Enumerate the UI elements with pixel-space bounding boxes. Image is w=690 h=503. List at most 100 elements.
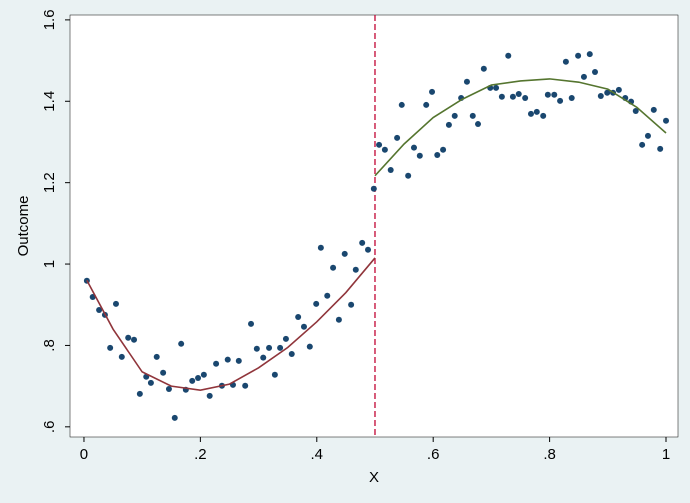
x-tick-label: .6 (427, 446, 440, 463)
data-point (295, 313, 302, 320)
data-point (615, 86, 622, 93)
data-point (112, 300, 119, 307)
data-point (480, 65, 487, 72)
data-point (248, 320, 255, 327)
data-point (663, 117, 670, 124)
y-tick-label: .8 (41, 339, 58, 352)
x-tick-label: .4 (311, 446, 324, 463)
data-point (324, 292, 331, 299)
data-point (580, 73, 587, 80)
data-point (639, 141, 646, 148)
data-point (434, 151, 441, 158)
data-point (96, 307, 103, 314)
data-point (475, 121, 482, 128)
x-tick-label: 1 (662, 446, 670, 463)
data-point (416, 152, 423, 159)
data-point (341, 250, 348, 257)
data-point (562, 58, 569, 65)
y-tick-label: 1.6 (41, 9, 58, 30)
data-point (394, 134, 401, 141)
data-point (282, 335, 289, 342)
data-point (260, 354, 267, 361)
data-point (253, 345, 260, 352)
data-point (352, 266, 359, 273)
data-point (224, 356, 231, 363)
data-point (568, 95, 575, 102)
data-point (509, 93, 516, 100)
data-point (171, 414, 178, 421)
data-point (125, 334, 132, 341)
x-tick-label: .2 (194, 446, 207, 463)
y-tick-label: 1.2 (41, 172, 58, 193)
data-point (445, 121, 452, 128)
data-point (405, 172, 412, 179)
data-point (381, 146, 388, 153)
data-point (586, 51, 593, 58)
data-point (505, 52, 512, 59)
data-point (440, 146, 447, 153)
data-point (277, 344, 284, 351)
data-point (178, 340, 185, 347)
data-point (242, 382, 249, 389)
data-point (306, 343, 313, 350)
data-point (498, 93, 505, 100)
data-point (429, 88, 436, 95)
fit-line (86, 257, 376, 392)
data-point (469, 112, 476, 119)
data-point (515, 90, 522, 97)
data-point (376, 141, 383, 148)
data-point (118, 353, 125, 360)
x-tick-label: .8 (543, 446, 556, 463)
data-point (423, 101, 430, 108)
data-point (493, 84, 500, 91)
x-axis-label: X (369, 469, 379, 486)
data-point (597, 92, 604, 99)
data-point (147, 379, 154, 386)
data-point (557, 97, 564, 104)
data-point (330, 264, 337, 271)
data-point (522, 95, 529, 102)
data-point (604, 89, 611, 96)
data-point (551, 91, 558, 98)
data-point (213, 360, 220, 367)
y-tick-label: 1.4 (41, 91, 58, 112)
y-axis-label: Outcome (15, 196, 32, 257)
data-point (107, 344, 114, 351)
data-point (266, 344, 273, 351)
y-tick-label: 1 (41, 260, 58, 268)
data-point (657, 145, 664, 152)
data-point (160, 369, 167, 376)
data-point (398, 101, 405, 108)
data-point (533, 108, 540, 115)
data-point (288, 350, 295, 357)
data-point (540, 112, 547, 119)
data-point (644, 132, 651, 139)
fit-line (374, 78, 667, 177)
data-point (131, 336, 138, 343)
data-point (153, 353, 160, 360)
data-point (317, 244, 324, 251)
plot-area (69, 14, 679, 438)
data-point (592, 68, 599, 75)
data-point (348, 301, 355, 308)
data-point (359, 239, 366, 246)
data-point (313, 300, 320, 307)
data-point (451, 112, 458, 119)
data-point (544, 91, 551, 98)
data-point (632, 108, 639, 115)
data-point (136, 390, 143, 397)
data-point (195, 374, 202, 381)
y-tick-label: .6 (41, 421, 58, 434)
data-point (271, 371, 278, 378)
data-point (300, 323, 307, 330)
x-tick-label: 0 (80, 446, 88, 463)
data-point (527, 110, 534, 117)
data-point (189, 377, 196, 384)
data-point (165, 385, 172, 392)
data-point (575, 52, 582, 59)
data-point (410, 144, 417, 151)
data-point (200, 371, 207, 378)
data-point (335, 316, 342, 323)
data-point (365, 246, 372, 253)
